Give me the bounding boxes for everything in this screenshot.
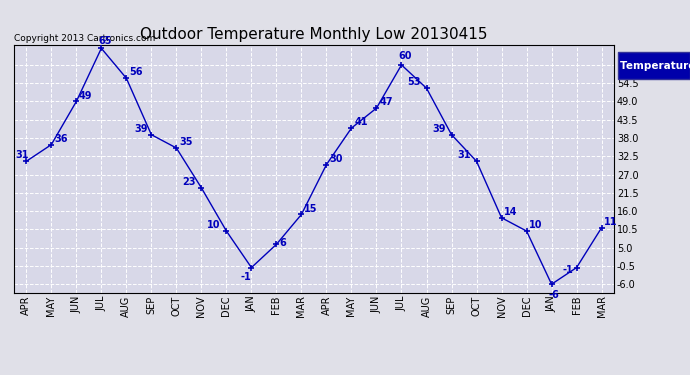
Text: 36: 36 (54, 134, 68, 144)
Text: 31: 31 (15, 150, 29, 160)
Text: 14: 14 (504, 207, 518, 217)
Text: 15: 15 (304, 204, 317, 214)
Text: -1: -1 (240, 272, 251, 282)
Text: Copyright 2013 Cartronics.com: Copyright 2013 Cartronics.com (14, 33, 155, 42)
Text: -6: -6 (549, 290, 560, 300)
Text: 23: 23 (182, 177, 195, 187)
Text: 53: 53 (407, 77, 421, 87)
Text: 65: 65 (99, 36, 112, 46)
Text: 6: 6 (279, 238, 286, 248)
Text: 30: 30 (329, 154, 343, 164)
Text: -1: -1 (562, 265, 573, 275)
Text: 31: 31 (457, 150, 471, 160)
Text: Temperature  (°F): Temperature (°F) (620, 61, 690, 70)
Text: 39: 39 (432, 124, 446, 134)
Text: 35: 35 (179, 137, 193, 147)
Text: 10: 10 (207, 220, 221, 230)
Title: Outdoor Temperature Monthly Low 20130415: Outdoor Temperature Monthly Low 20130415 (140, 27, 488, 42)
Text: 56: 56 (129, 68, 143, 78)
Text: 49: 49 (79, 91, 92, 101)
Text: 60: 60 (399, 51, 412, 62)
Text: 39: 39 (135, 124, 148, 134)
Text: 41: 41 (354, 117, 368, 127)
Text: 10: 10 (529, 220, 543, 230)
Text: 11: 11 (604, 217, 618, 227)
Text: 47: 47 (380, 98, 393, 107)
